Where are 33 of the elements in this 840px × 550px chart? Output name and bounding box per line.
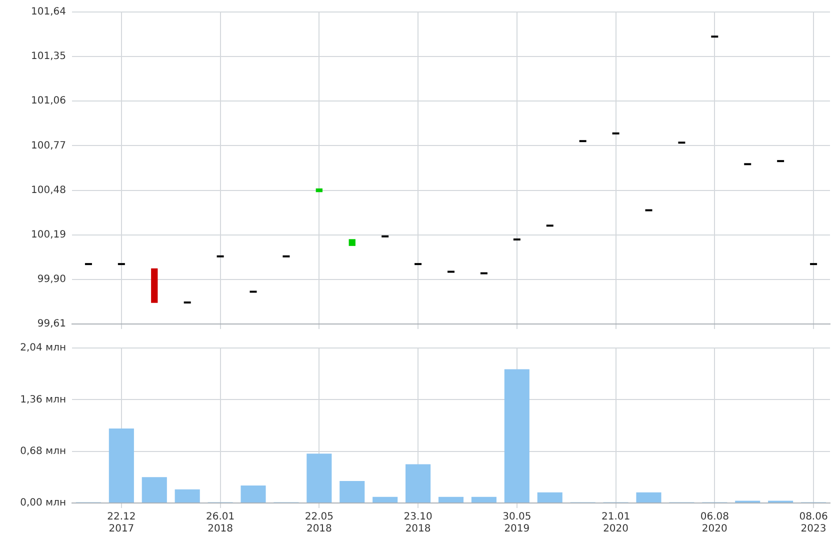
x-tick-label: 21.01 2020 xyxy=(601,512,630,535)
y-tick-label: 101,35 xyxy=(31,51,66,62)
y-tick-label: 0,00 млн xyxy=(20,498,66,509)
bar xyxy=(306,454,332,502)
x-tick-label: 22.05 2018 xyxy=(304,512,334,535)
x-tick-label: 08.06 2023 xyxy=(799,512,828,535)
y-tick-label: 100,77 xyxy=(31,140,66,152)
y-tick-label: 101,64 xyxy=(31,6,66,18)
x-tick-label: 23.10 2018 xyxy=(404,512,432,535)
y-tick-label: 99,90 xyxy=(37,274,66,286)
bar xyxy=(504,369,530,502)
bar xyxy=(174,489,200,502)
x-tick-label: 26.01 2018 xyxy=(206,512,235,535)
bar xyxy=(372,496,398,502)
bar xyxy=(240,486,266,502)
y-tick-label: 101,06 xyxy=(31,96,66,107)
bar xyxy=(406,464,431,502)
bar xyxy=(471,496,496,502)
bar xyxy=(537,492,562,502)
bar xyxy=(438,496,464,502)
bar xyxy=(108,428,134,502)
x-tick-label: 30.05 2019 xyxy=(502,512,532,535)
bar xyxy=(142,477,167,502)
y-tick-label: 1,36 млн xyxy=(20,394,66,406)
x-tick-label: 22.12 2017 xyxy=(107,512,136,535)
y-tick-label: 2,04 млн xyxy=(20,342,66,354)
y-tick-label: 100,19 xyxy=(31,229,66,240)
y-tick-label: 0,68 млн xyxy=(20,446,66,457)
bar xyxy=(636,492,662,502)
bar xyxy=(340,480,365,502)
x-tick-label: 06.08 2020 xyxy=(700,512,729,535)
y-tick-label: 99,61 xyxy=(37,318,66,330)
y-tick-label: 100,48 xyxy=(31,184,66,196)
